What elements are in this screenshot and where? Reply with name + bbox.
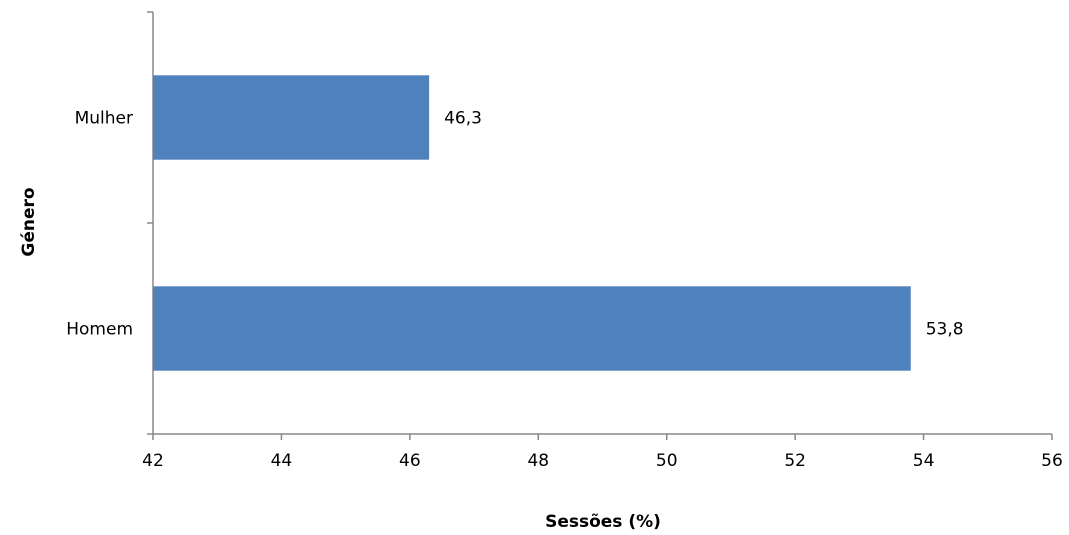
x-tick-label: 44 [271,451,293,471]
data-label: 53,8 [926,320,964,340]
category-label: Homem [66,320,133,340]
x-tick-label: 56 [1041,451,1063,471]
bar-homem [153,286,911,371]
data-label: 46,3 [444,109,482,129]
x-tick-label: 54 [913,451,935,471]
x-axis-ticks: 42 44 46 48 50 52 54 56 [142,434,1063,471]
category-labels: Mulher Homem [66,109,133,340]
x-tick-label: 52 [784,451,806,471]
y-axis-ticks [147,11,153,435]
x-axis-title: Sessões (%) [545,512,661,532]
x-tick-label: 42 [142,451,164,471]
x-tick-label: 48 [527,451,549,471]
data-labels: 46,3 53,8 [444,109,963,340]
bars [153,75,911,371]
y-axis-title: Género [19,187,39,256]
x-tick-label: 46 [399,451,421,471]
x-tick-label: 50 [656,451,678,471]
bar-mulher [153,75,430,160]
category-label: Mulher [75,109,133,129]
